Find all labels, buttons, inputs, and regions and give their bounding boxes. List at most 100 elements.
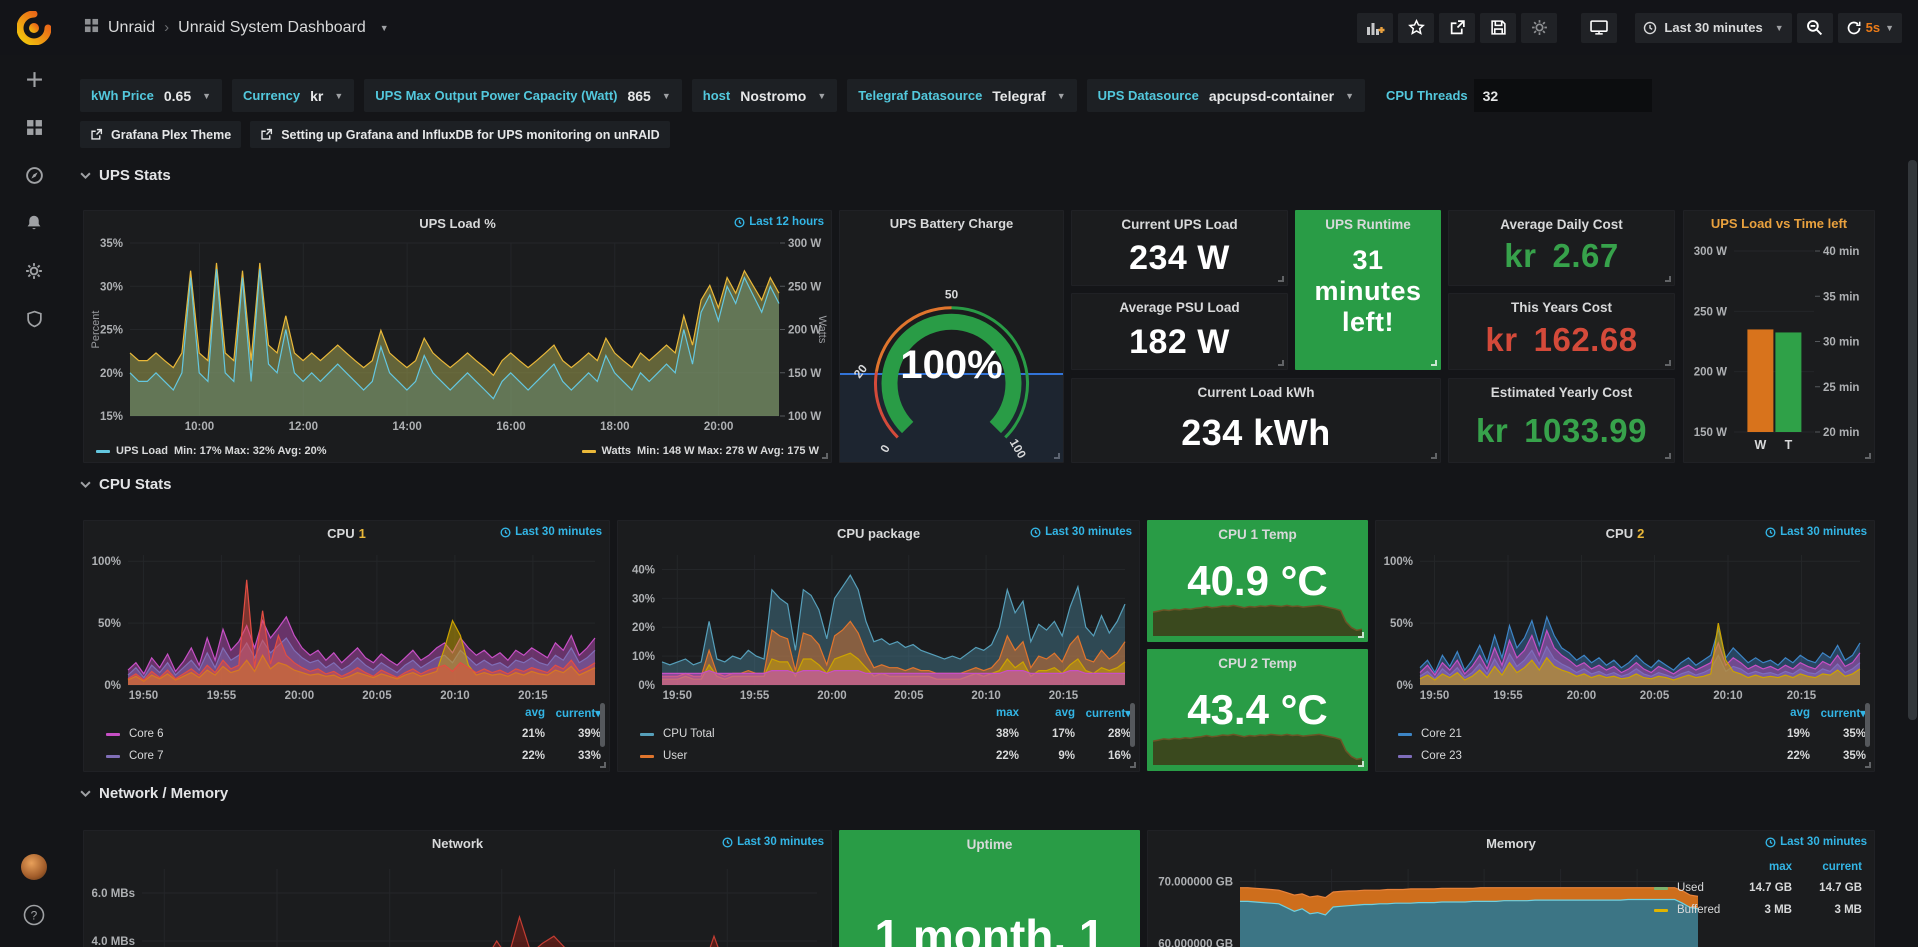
panel-title[interactable]: CPU 2 Temp [1218,656,1297,671]
panel-title[interactable]: Average PSU Load [1119,300,1240,315]
panel-resize-handle[interactable] [1358,761,1364,767]
breadcrumb-page-title[interactable]: Unraid System Dashboard [178,18,366,36]
panel-title[interactable]: Estimated Yearly Cost [1490,385,1633,400]
help-icon[interactable]: ? [0,891,68,939]
legend-scrollbar[interactable] [600,703,605,747]
server-admin-shield-icon[interactable] [0,295,68,343]
variable-value-dropdown[interactable]: kr ▼ [310,87,344,104]
legend-series[interactable]: Core 23 [1398,750,1462,762]
page-scrollbar[interactable] [1908,160,1917,720]
legend-col-max[interactable]: max [1768,861,1792,873]
panel-title[interactable]: Average Daily Cost [1500,217,1623,232]
variable-value-dropdown[interactable]: apcupsd-container ▼ [1208,87,1354,104]
panel-timerange-link[interactable]: Last 30 minutes [500,526,602,538]
configuration-gear-icon[interactable] [0,247,68,295]
panel-title[interactable]: Uptime [966,837,1013,852]
panel-title[interactable]: This Years Cost [1510,300,1613,315]
panel-resize-handle[interactable] [1665,276,1671,282]
alerting-bell-icon[interactable] [0,199,68,247]
breadcrumb-section[interactable]: Unraid [108,18,156,36]
panel-title[interactable]: UPS Load % [419,215,496,231]
panel-resize-handle[interactable] [1431,360,1437,366]
zoom-out-button[interactable] [1796,12,1833,43]
legend-col-max[interactable]: max [995,707,1019,719]
link-grafana-plex-theme[interactable]: Grafana Plex Theme [80,121,242,148]
legend-col-avg[interactable]: avg [1055,707,1075,719]
legend-item-ups-load[interactable]: UPS Load Min: 17% Max: 32% Avg: 20% [96,445,327,457]
legend-scrollbar[interactable] [1130,703,1135,747]
panel-resize-handle[interactable] [1278,360,1284,366]
legend-col-current[interactable]: current▾ [555,708,601,720]
svg-text:19:55: 19:55 [740,690,770,702]
panel-title[interactable]: CPU package [836,525,921,541]
panel-timerange-link[interactable]: Last 30 minutes [1765,836,1867,848]
legend-series[interactable]: CPU Total [640,728,715,740]
panel-title[interactable]: CPU 2 [1605,525,1645,541]
create-plus-icon[interactable] [0,55,68,103]
variable-value-dropdown[interactable]: Telegraf ▼ [992,87,1066,104]
variable-value-dropdown[interactable]: Nostromo ▼ [740,87,827,104]
panel-timerange-link[interactable]: Last 30 minutes [1030,526,1132,538]
panel-title[interactable]: UPS Battery Charge [889,215,1014,231]
panel-resize-handle[interactable] [1358,632,1364,638]
user-avatar[interactable] [0,843,68,891]
row-header-ups-stats[interactable]: UPS Stats [80,167,171,184]
panel-title[interactable]: UPS Load vs Time left [1710,215,1848,231]
dashboard-settings-button[interactable] [1521,12,1558,43]
panel-resize-handle[interactable] [1130,762,1136,768]
legend-scrollbar[interactable] [1865,703,1870,747]
dashboards-icon[interactable] [0,103,68,151]
dashboard-dropdown-caret[interactable]: ▼ [379,22,389,33]
legend-col-current[interactable]: current▾ [1085,708,1131,720]
panel-resize-handle[interactable] [1865,453,1871,459]
link-ups-monitoring-guide[interactable]: Setting up Grafana and InfluxDB for UPS … [250,121,670,148]
panel-resize-handle[interactable] [1665,453,1671,459]
panel-resize-handle[interactable] [1865,762,1871,768]
tv-cycle-view-button[interactable] [1581,12,1618,43]
explore-compass-icon[interactable] [0,151,68,199]
legend-series[interactable]: Used [1654,882,1704,894]
panel-title[interactable]: UPS Runtime [1325,217,1411,232]
panel-title[interactable]: Network [431,835,484,851]
legend-series[interactable]: User [640,750,687,762]
legend-series[interactable]: Core 6 [106,728,164,740]
panel-title[interactable]: Memory [1486,835,1536,851]
panel-title[interactable]: CPU 1 Temp [1218,527,1297,542]
refresh-button[interactable]: 5s ▼ [1837,12,1902,43]
save-dashboard-button[interactable] [1480,12,1517,43]
legend-row: Buffered 3 MB 3 MB [1654,899,1862,921]
legend-col-current[interactable]: current [1822,861,1862,873]
cpu-threads-input[interactable] [1473,79,1652,112]
panel-resize-handle[interactable] [1278,276,1284,282]
panel-resize-handle[interactable] [600,762,606,768]
legend-series[interactable]: Core 7 [106,750,164,762]
panel-resize-handle[interactable] [822,453,828,459]
refresh-interval-caret[interactable]: ▼ [1885,22,1894,33]
panel-title[interactable]: Current Load kWh [1197,385,1315,400]
panel-title[interactable]: CPU 1 [327,525,366,541]
variable-value-dropdown[interactable]: 865 ▼ [627,87,671,104]
legend-col-avg[interactable]: avg [525,707,545,719]
legend-series[interactable]: Buffered [1654,904,1720,916]
row-header-network-memory[interactable]: Network / Memory [80,785,228,802]
star-dashboard-button[interactable] [1398,12,1435,43]
legend-item-watts[interactable]: Watts Min: 148 W Max: 278 W Avg: 175 W [581,445,819,457]
legend-col-avg[interactable]: avg [1790,707,1810,719]
row-header-cpu-stats[interactable]: CPU Stats [80,476,172,493]
legend-series[interactable]: Core 21 [1398,728,1462,740]
panel-resize-handle[interactable] [1054,453,1060,459]
variable-value-dropdown[interactable]: 0.65 ▼ [163,87,212,104]
panel-timerange-link[interactable]: Last 12 hours [734,216,824,228]
refresh-interval-label[interactable]: 5s [1865,20,1881,35]
add-panel-button[interactable] [1357,12,1394,43]
dashboards-grid-icon[interactable] [84,18,99,38]
panel-title[interactable]: Current UPS Load [1121,217,1238,232]
panel-resize-handle[interactable] [1665,360,1671,366]
legend-col-current[interactable]: current▾ [1820,708,1866,720]
panel-timerange-link[interactable]: Last 30 minutes [1765,526,1867,538]
panel-resize-handle[interactable] [1431,453,1437,459]
time-range-picker[interactable]: Last 30 minutes ▼ [1635,12,1792,43]
share-dashboard-button[interactable] [1439,12,1476,43]
panel-timerange-link[interactable]: Last 30 minutes [722,836,824,848]
grafana-logo[interactable] [0,0,68,55]
